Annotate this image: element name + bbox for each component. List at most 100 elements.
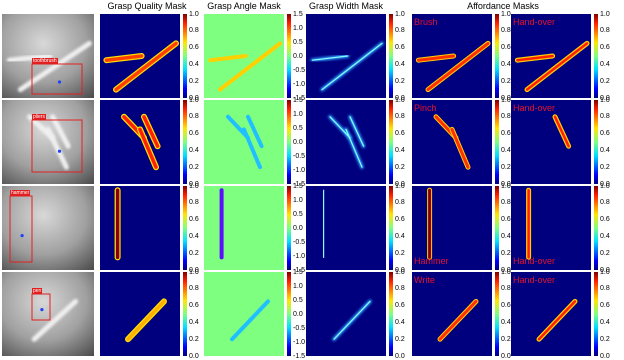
colorbar-tick: 0.2 [600, 77, 610, 85]
colorbar-tick: 1.0 [501, 96, 511, 104]
colorbar-tick: 1.5 [293, 10, 303, 18]
object-bbox [31, 63, 83, 95]
colorbar [594, 186, 598, 270]
object-label: pen [32, 288, 43, 294]
colorbar-tick: 0.8 [395, 27, 405, 35]
colorbar-tick: 0.2 [600, 249, 610, 257]
colorbar-tick: 1.0 [600, 268, 610, 276]
colorbar-tick: 1.0 [600, 182, 610, 190]
width-core [349, 116, 365, 147]
colorbar-tick: 1.0 [293, 110, 303, 118]
colorbar-tick: 0.0 [293, 310, 303, 318]
object-silhouette [31, 298, 79, 342]
colorbar-tick: 1.5 [293, 182, 303, 190]
colorbar-tick: 0.0 [395, 94, 405, 102]
colorbar-tick: 0.6 [600, 302, 610, 310]
colorbar-tick: 0.0 [189, 94, 199, 102]
colorbar-tick: 0.0 [501, 266, 511, 274]
colorbar-tick: 0.8 [600, 113, 610, 121]
quality-core [114, 41, 178, 92]
width-core [311, 55, 349, 61]
colorbar-tick: -1.5 [293, 180, 306, 188]
affordance-label-handover: Hand-over [513, 17, 556, 27]
colorbar-tick: 0.4 [501, 60, 511, 68]
colorbar [183, 186, 187, 270]
grasp-quality-header: Grasp Quality Mask [107, 1, 187, 11]
colorbar [495, 14, 499, 98]
colorbar-tick: 0.2 [189, 77, 199, 85]
colorbar-tick: 0.6 [501, 130, 511, 138]
quality-mask [100, 100, 180, 184]
colorbar-tick: 0.6 [189, 216, 199, 224]
handover-core [525, 42, 589, 91]
colorbar-tick: -1.0 [293, 252, 306, 260]
colorbar-tick: 0.4 [600, 146, 610, 154]
object-bbox [31, 293, 51, 321]
angle-stroke [208, 54, 248, 63]
colorbar-tick: -1.5 [293, 94, 306, 102]
colorbar-tick: 0.4 [189, 232, 199, 240]
depth-image [2, 272, 94, 356]
colorbar [495, 100, 499, 184]
colorbar [389, 14, 393, 98]
object-silhouette [50, 114, 71, 149]
colorbar-tick: 0.0 [189, 266, 199, 274]
colorbar [287, 14, 291, 98]
colorbar [287, 186, 291, 270]
colorbar-tick: 0.8 [600, 27, 610, 35]
affordance-label-primary: Write [414, 275, 435, 285]
affordance-label-primary: Hammer [414, 256, 449, 266]
colorbar-tick: 0.0 [395, 180, 405, 188]
colorbar-tick: 1.0 [189, 268, 199, 276]
colorbar-tick: 0.6 [189, 302, 199, 310]
affordance-label-primary: Brush [414, 17, 438, 27]
aff2-mask [511, 272, 591, 356]
colorbar-tick: 1.0 [395, 182, 405, 190]
colorbar-tick: 0.4 [395, 60, 405, 68]
colorbar-tick: 0.8 [395, 285, 405, 293]
quality-core [104, 54, 144, 62]
object-silhouette [6, 53, 53, 63]
colorbar-tick: 0.2 [395, 163, 405, 171]
colorbar-tick: 0.8 [395, 113, 405, 121]
colorbar-tick: 0.6 [189, 44, 199, 52]
angle-stroke [218, 41, 282, 92]
colorbar-tick: 0.4 [189, 60, 199, 68]
colorbar [287, 100, 291, 184]
colorbar-tick: 0.2 [501, 249, 511, 257]
colorbar-tick: 0.8 [189, 199, 199, 207]
width-core [333, 300, 371, 340]
width-core [321, 42, 383, 91]
colorbar [495, 186, 499, 270]
angle-mask [204, 186, 284, 270]
colorbar-tick: -0.5 [293, 66, 306, 74]
colorbar-tick: 0.0 [600, 266, 610, 274]
depth-image [2, 100, 94, 184]
quality-mask [100, 186, 180, 270]
aff1-mask [412, 186, 492, 270]
colorbar-tick: 0.6 [395, 44, 405, 52]
colorbar-tick: 1.0 [189, 96, 199, 104]
colorbar-tick: 0.6 [501, 302, 511, 310]
colorbar-tick: 0.8 [600, 285, 610, 293]
colorbar-tick: 0.4 [395, 318, 405, 326]
colorbar-tick: 0.2 [600, 335, 610, 343]
colorbar-tick: 0.0 [600, 94, 610, 102]
colorbar-tick: 0.2 [189, 249, 199, 257]
grasp-angle-header: Grasp Angle Mask [207, 1, 281, 11]
object-silhouette [45, 126, 69, 170]
aff1-mask [412, 272, 492, 356]
colorbar-tick: 1.0 [293, 24, 303, 32]
object-label: hammer [10, 190, 31, 196]
handover-core [537, 300, 577, 341]
colorbar-tick: 1.0 [600, 96, 610, 104]
colorbar-tick: -0.5 [293, 152, 306, 160]
affordance-label-handover: Hand-over [513, 103, 556, 113]
colorbar-tick: 0.0 [600, 352, 610, 360]
grasp-width-header: Grasp Width Mask [308, 1, 384, 11]
colorbar-tick: 0.6 [189, 130, 199, 138]
colorbar-tick: 1.0 [501, 182, 511, 190]
colorbar-tick: 0.2 [501, 335, 511, 343]
colorbar-tick: 0.6 [395, 130, 405, 138]
